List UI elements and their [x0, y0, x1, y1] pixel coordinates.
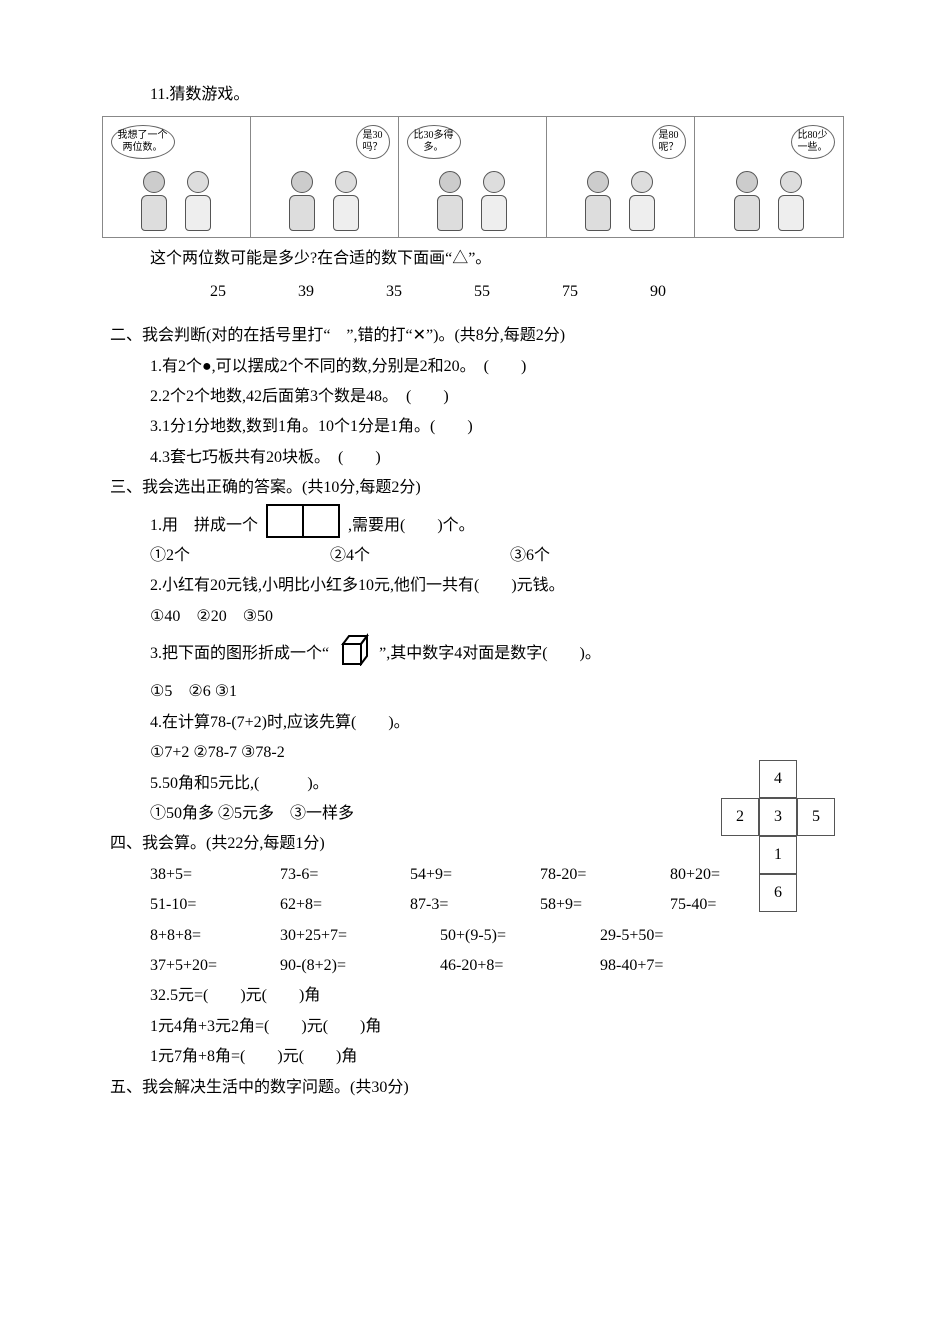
- calc-item: 37+5+20=: [150, 951, 280, 981]
- boy-icon: [774, 171, 808, 231]
- net-cell-empty: [721, 874, 759, 912]
- sec3-q4: 4.在计算78-(7+2)时,应该先算( )。: [110, 708, 835, 738]
- comic-panel-4: 是80 呢？: [547, 117, 695, 237]
- kids-pair: [137, 171, 215, 231]
- calc-item: 8+8+8=: [150, 921, 280, 951]
- choice-number: 35: [386, 277, 402, 307]
- sec2-item-2: 2.2个2个地数,42后面第3个数是48。 ( ): [110, 382, 835, 412]
- sec3-q3-options: ①5 ②6 ③1: [110, 677, 835, 707]
- girl-icon: [730, 171, 764, 231]
- comic-panel-2: 是30 吗？: [251, 117, 399, 237]
- option: ①2个: [150, 541, 330, 571]
- net-cell: 4: [759, 760, 797, 798]
- option: ②4个: [330, 541, 510, 571]
- net-cell-empty: [797, 836, 835, 874]
- option: ③6个: [510, 541, 550, 571]
- sec3-q3: 3.把下面的图形折成一个“ ”,其中数字4对面是数字( )。: [110, 632, 835, 677]
- sec2-item-3: 3.1分1分地数,数到1角。10个1分是1角。( ): [110, 412, 835, 442]
- q11-number-row: 25 39 35 55 75 90: [110, 277, 835, 307]
- choice-number: 75: [562, 277, 578, 307]
- net-cell: 3: [759, 798, 797, 836]
- choice-number: 90: [650, 277, 666, 307]
- kids-pair: [581, 171, 659, 231]
- sec3-q2-options: ①40 ②20 ③50: [110, 602, 835, 632]
- sec3-q1-post: ,需要用( )个。: [348, 517, 475, 534]
- calc-item: 50+(9-5)=: [440, 921, 600, 951]
- section-2-title: 二、我会判断(对的在括号里打“ ”,错的打“✕”)。(共8分,每题2分): [110, 321, 835, 351]
- calc-item: 38+5=: [150, 860, 280, 890]
- comic-panels: 我想了一个 两位数。 是30 吗？ 比30多得 多。: [102, 116, 844, 238]
- cube-icon: [337, 632, 371, 677]
- calc-extra: 1元4角+3元2角=( )元( )角: [150, 1012, 835, 1042]
- sec3-q1-options: ①2个 ②4个 ③6个: [110, 541, 835, 571]
- calc-item: 58+9=: [540, 890, 670, 920]
- sec3-q2: 2.小红有20元钱,小明比小红多10元,他们一共有( )元钱。: [110, 571, 835, 601]
- calc-item: 54+9=: [410, 860, 540, 890]
- choice-number: 55: [474, 277, 490, 307]
- sec3-q1-pre: 1.用 拼成一个: [150, 517, 258, 534]
- speech-bubble: 是30 吗？: [356, 125, 390, 159]
- cube-net: 4 2 3 5 1 6: [721, 760, 835, 912]
- sec3-q3-pre: 3.把下面的图形折成一个“: [150, 645, 329, 662]
- boy-icon: [625, 171, 659, 231]
- girl-icon: [581, 171, 615, 231]
- calc-extra: 32.5元=( )元( )角: [150, 981, 835, 1011]
- sec2-item-1: 1.有2个●,可以摆成2个不同的数,分别是2和20。 ( ): [110, 352, 835, 382]
- calc-item: 78-20=: [540, 860, 670, 890]
- choice-number: 39: [298, 277, 314, 307]
- choice-number: 25: [210, 277, 226, 307]
- boy-icon: [181, 171, 215, 231]
- boy-icon: [477, 171, 511, 231]
- speech-bubble: 比80少 一些。: [791, 125, 835, 159]
- net-cell-empty: [797, 874, 835, 912]
- calc-extra: 1元7角+8角=( )元( )角: [150, 1042, 835, 1072]
- calc-row: 37+5+20= 90-(8+2)= 46-20+8= 98-40+7=: [150, 951, 835, 981]
- net-cell-empty: [721, 836, 759, 874]
- sec3-q1: 1.用 拼成一个 ,需要用( )个。: [110, 504, 835, 541]
- two-square-icon: [266, 504, 340, 538]
- boy-icon: [329, 171, 363, 231]
- comic-panel-5: 比80少 一些。: [695, 117, 843, 237]
- kids-pair: [433, 171, 511, 231]
- comic-strip: 我想了一个 两位数。 是30 吗？ 比30多得 多。: [110, 116, 835, 238]
- section-5-title: 五、我会解决生活中的数字问题。(共30分): [110, 1073, 835, 1103]
- kids-pair: [285, 171, 363, 231]
- net-cell: 2: [721, 798, 759, 836]
- girl-icon: [285, 171, 319, 231]
- sec3-q3-post: ”,其中数字4对面是数字( )。: [379, 645, 601, 662]
- kids-pair: [730, 171, 808, 231]
- net-cell: 1: [759, 836, 797, 874]
- calc-item: 46-20+8=: [440, 951, 600, 981]
- speech-bubble: 比30多得 多。: [407, 125, 461, 159]
- speech-bubble: 是80 呢？: [652, 125, 686, 159]
- calc-item: 62+8=: [280, 890, 410, 920]
- calc-item: 29-5+50=: [600, 921, 760, 951]
- calc-item: 87-3=: [410, 890, 540, 920]
- calc-item: 98-40+7=: [600, 951, 760, 981]
- q11-title: 11.猜数游戏。: [110, 80, 835, 110]
- calc-item: 30+25+7=: [280, 921, 440, 951]
- girl-icon: [137, 171, 171, 231]
- girl-icon: [433, 171, 467, 231]
- calc-item: 73-6=: [280, 860, 410, 890]
- calc-row: 8+8+8= 30+25+7= 50+(9-5)= 29-5+50=: [150, 921, 835, 951]
- q11-question: 这个两位数可能是多少?在合适的数下面画“△”。: [110, 244, 835, 274]
- comic-panel-1: 我想了一个 两位数。: [103, 117, 251, 237]
- comic-panel-3: 比30多得 多。: [399, 117, 547, 237]
- calc-item: 90-(8+2)=: [280, 951, 440, 981]
- sec2-item-4: 4.3套七巧板共有20块板。 ( ): [110, 443, 835, 473]
- net-cell-empty: [797, 760, 835, 798]
- speech-bubble: 我想了一个 两位数。: [111, 125, 175, 159]
- page: 11.猜数游戏。 我想了一个 两位数。 是30 吗？ 比30多得 多。: [0, 0, 945, 1337]
- net-cell: 5: [797, 798, 835, 836]
- net-cell-empty: [721, 760, 759, 798]
- calc-item: 51-10=: [150, 890, 280, 920]
- net-cell: 6: [759, 874, 797, 912]
- section-3-title: 三、我会选出正确的答案。(共10分,每题2分): [110, 473, 835, 503]
